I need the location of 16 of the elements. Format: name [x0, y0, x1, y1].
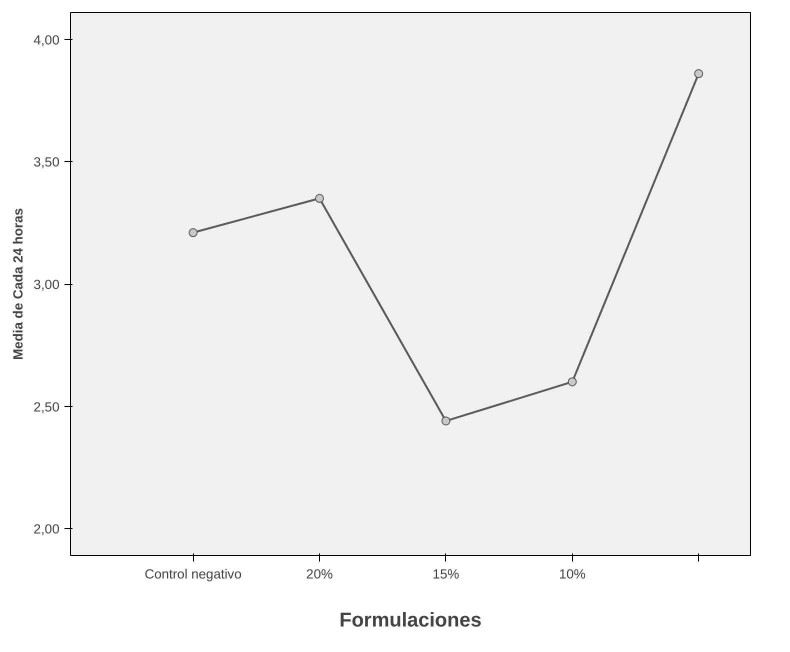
- x-tick-label: 20%: [306, 566, 333, 582]
- x-tick-label: 10%: [558, 566, 586, 582]
- y-tick-label: 3,00: [34, 277, 60, 292]
- x-tick-label: Control negativo: [144, 566, 242, 582]
- x-tick-label: 15%: [432, 566, 460, 582]
- y-tick-label: 4,00: [34, 32, 60, 48]
- point: [568, 377, 577, 386]
- x-axis-title: Formulaciones: [339, 610, 482, 632]
- point: [314, 194, 324, 203]
- point: [441, 416, 450, 426]
- y-tick-label: 2,50: [34, 399, 60, 414]
- y-axis-title: Media de Cada 24 horas: [10, 208, 26, 360]
- point: [694, 69, 704, 78]
- y-tick-label: 3,50: [34, 154, 60, 170]
- point: [188, 228, 198, 238]
- y-tick-label: 2,00: [34, 522, 60, 537]
